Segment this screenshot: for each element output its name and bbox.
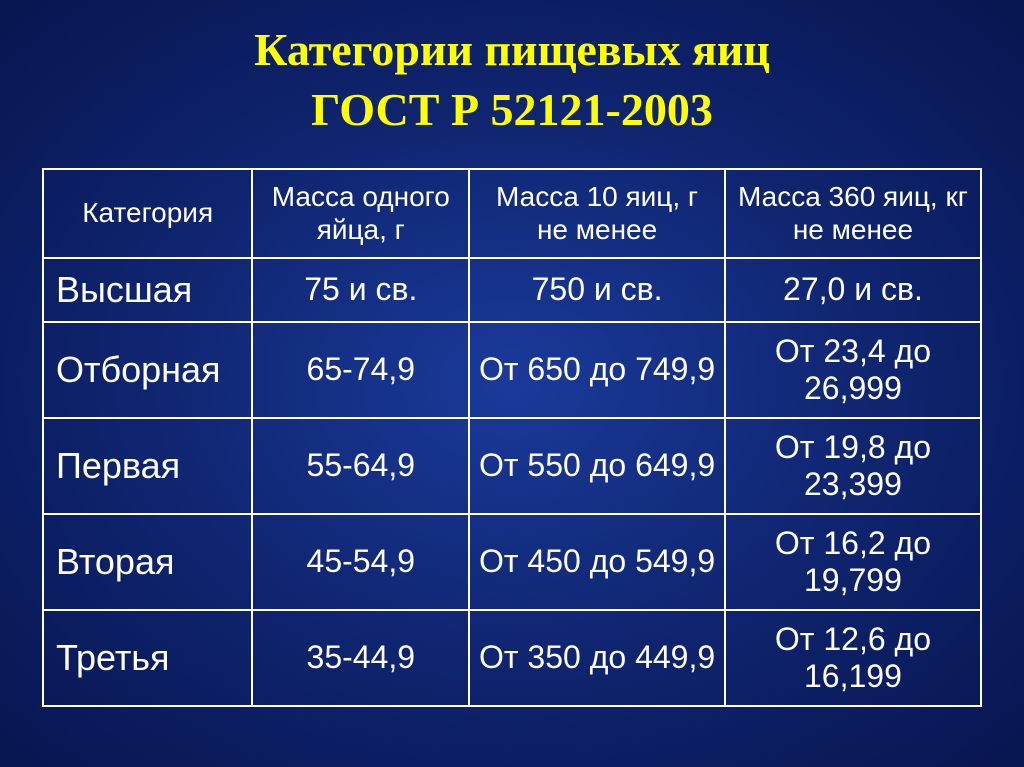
- cell-mass-360: От 19,8 до 23,399: [725, 418, 981, 514]
- table-row: Высшая 75 и св. 750 и св. 27,0 и св.: [43, 258, 981, 322]
- cell-mass-one: 75 и св.: [252, 258, 469, 322]
- cell-mass-ten: От 450 до 549,9: [469, 514, 725, 610]
- cell-category: Отборная: [43, 322, 252, 418]
- cell-category: Третья: [43, 610, 252, 706]
- col-header-mass-one: Масса одного яйца, г: [252, 169, 469, 258]
- cell-mass-360: 27,0 и св.: [725, 258, 981, 322]
- col-header-mass-360: Масса 360 яиц, кг не менее: [725, 169, 981, 258]
- col-header-mass-ten: Масса 10 яиц, г не менее: [469, 169, 725, 258]
- cell-mass-ten: От 650 до 749,9: [469, 322, 725, 418]
- cell-mass-one: 35-44,9: [252, 610, 469, 706]
- table-row: Вторая 45-54,9 От 450 до 549,9 От 16,2 д…: [43, 514, 981, 610]
- cell-mass-one: 45-54,9: [252, 514, 469, 610]
- table-row: Третья 35-44,9 От 350 до 449,9 От 12,6 д…: [43, 610, 981, 706]
- slide-title: Категории пищевых яиц ГОСТ Р 52121-2003: [254, 20, 770, 140]
- title-line-1: Категории пищевых яиц: [254, 20, 770, 80]
- cell-mass-ten: От 350 до 449,9: [469, 610, 725, 706]
- cell-category: Первая: [43, 418, 252, 514]
- cell-category: Вторая: [43, 514, 252, 610]
- title-line-2: ГОСТ Р 52121-2003: [254, 80, 770, 140]
- table-header-row: Категория Масса одного яйца, г Масса 10 …: [43, 169, 981, 258]
- cell-mass-360: От 12,6 до 16,199: [725, 610, 981, 706]
- cell-mass-one: 55-64,9: [252, 418, 469, 514]
- cell-mass-ten: От 550 до 649,9: [469, 418, 725, 514]
- cell-mass-360: От 16,2 до 19,799: [725, 514, 981, 610]
- egg-categories-table: Категория Масса одного яйца, г Масса 10 …: [42, 168, 982, 707]
- cell-category: Высшая: [43, 258, 252, 322]
- col-header-category: Категория: [43, 169, 252, 258]
- table-row: Отборная 65-74,9 От 650 до 749,9 От 23,4…: [43, 322, 981, 418]
- cell-mass-ten: 750 и св.: [469, 258, 725, 322]
- cell-mass-360: От 23,4 до 26,999: [725, 322, 981, 418]
- table-row: Первая 55-64,9 От 550 до 649,9 От 19,8 д…: [43, 418, 981, 514]
- cell-mass-one: 65-74,9: [252, 322, 469, 418]
